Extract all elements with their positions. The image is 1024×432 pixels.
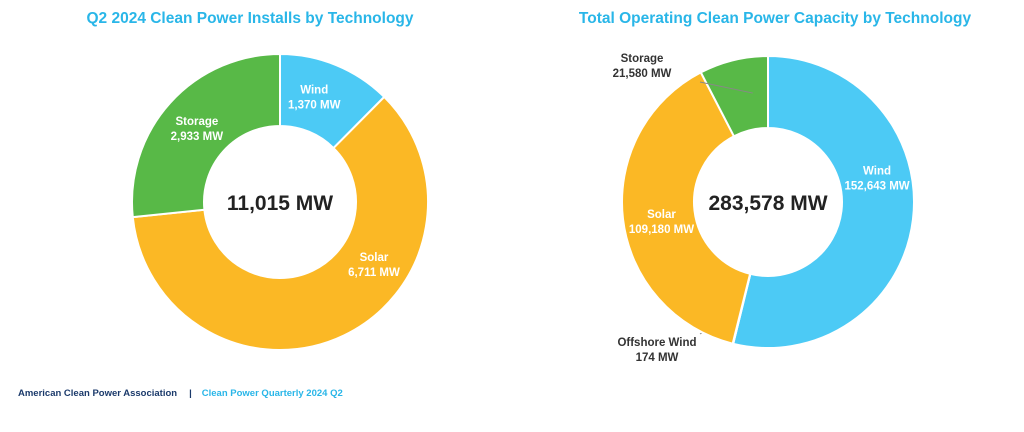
footer: American Clean Power Association | Clean P…	[18, 388, 343, 399]
slice-name-0-storage: Storage	[175, 116, 218, 128]
footer-organization: American Clean Power Association	[18, 388, 178, 399]
donut-slice-1-storage	[699, 54, 769, 138]
slice-value-1-wind: 152,643 MW	[844, 180, 909, 192]
slice-name-1-wind: Wind	[863, 165, 891, 177]
slice-value-1-offshore-wind: 174 MW	[636, 352, 679, 364]
slice-name-0-wind: Wind	[300, 84, 328, 96]
chart-title-installs: Q2 2024 Clean Power Installs by Technolo…	[86, 10, 414, 27]
slice-name-1-solar: Solar	[647, 209, 676, 221]
slice-label-0-wind: Wind 1,370 MW	[288, 84, 341, 111]
slice-value-0-wind: 1,370 MW	[288, 99, 341, 111]
center-total-1: 283,578 MW	[708, 192, 827, 215]
slice-value-0-solar: 6,711 MW	[348, 267, 400, 279]
slice-name-0-solar: Solar	[360, 252, 389, 264]
donut-slice-1-wind	[732, 54, 915, 349]
slice-name-1-storage: Storage	[621, 53, 664, 65]
donut-slice-0-solar	[131, 95, 429, 351]
slice-label-0-storage: Storage 2,933 MW	[171, 116, 224, 143]
slice-value-1-solar: 109,180 MW	[629, 224, 694, 236]
slice-label-1-storage: Storage 21,580 MW	[613, 53, 672, 80]
slice-label-1-solar: Solar 109,180 MW	[629, 209, 694, 236]
slice-value-1-storage: 21,580 MW	[613, 68, 672, 80]
footer-report-name: Clean Power Quarterly 2024 Q2	[201, 388, 343, 399]
slice-value-0-storage: 2,933 MW	[171, 131, 224, 143]
leader-line-1-storage	[699, 81, 753, 94]
slice-label-0-solar: Solar 6,711 MW	[348, 252, 400, 279]
footer-separator: |	[189, 388, 192, 399]
center-total-0: 11,015 MW	[227, 192, 333, 215]
slice-label-1-offshore-wind: Offshore Wind 174 MW	[617, 337, 696, 364]
slice-label-1-wind: Wind 152,643 MW	[844, 165, 909, 192]
chart-title-capacity: Total Operating Clean Power Capacity by …	[578, 10, 972, 27]
donut-slice-0-storage	[131, 52, 281, 219]
donut-slice-1-solar	[621, 71, 752, 345]
slice-name-1-offshore-wind: Offshore Wind	[617, 337, 696, 349]
donut-charts: Wind 1,370 MW Solar 6,711 MW Storage 2,933 MW…	[131, 52, 915, 364]
